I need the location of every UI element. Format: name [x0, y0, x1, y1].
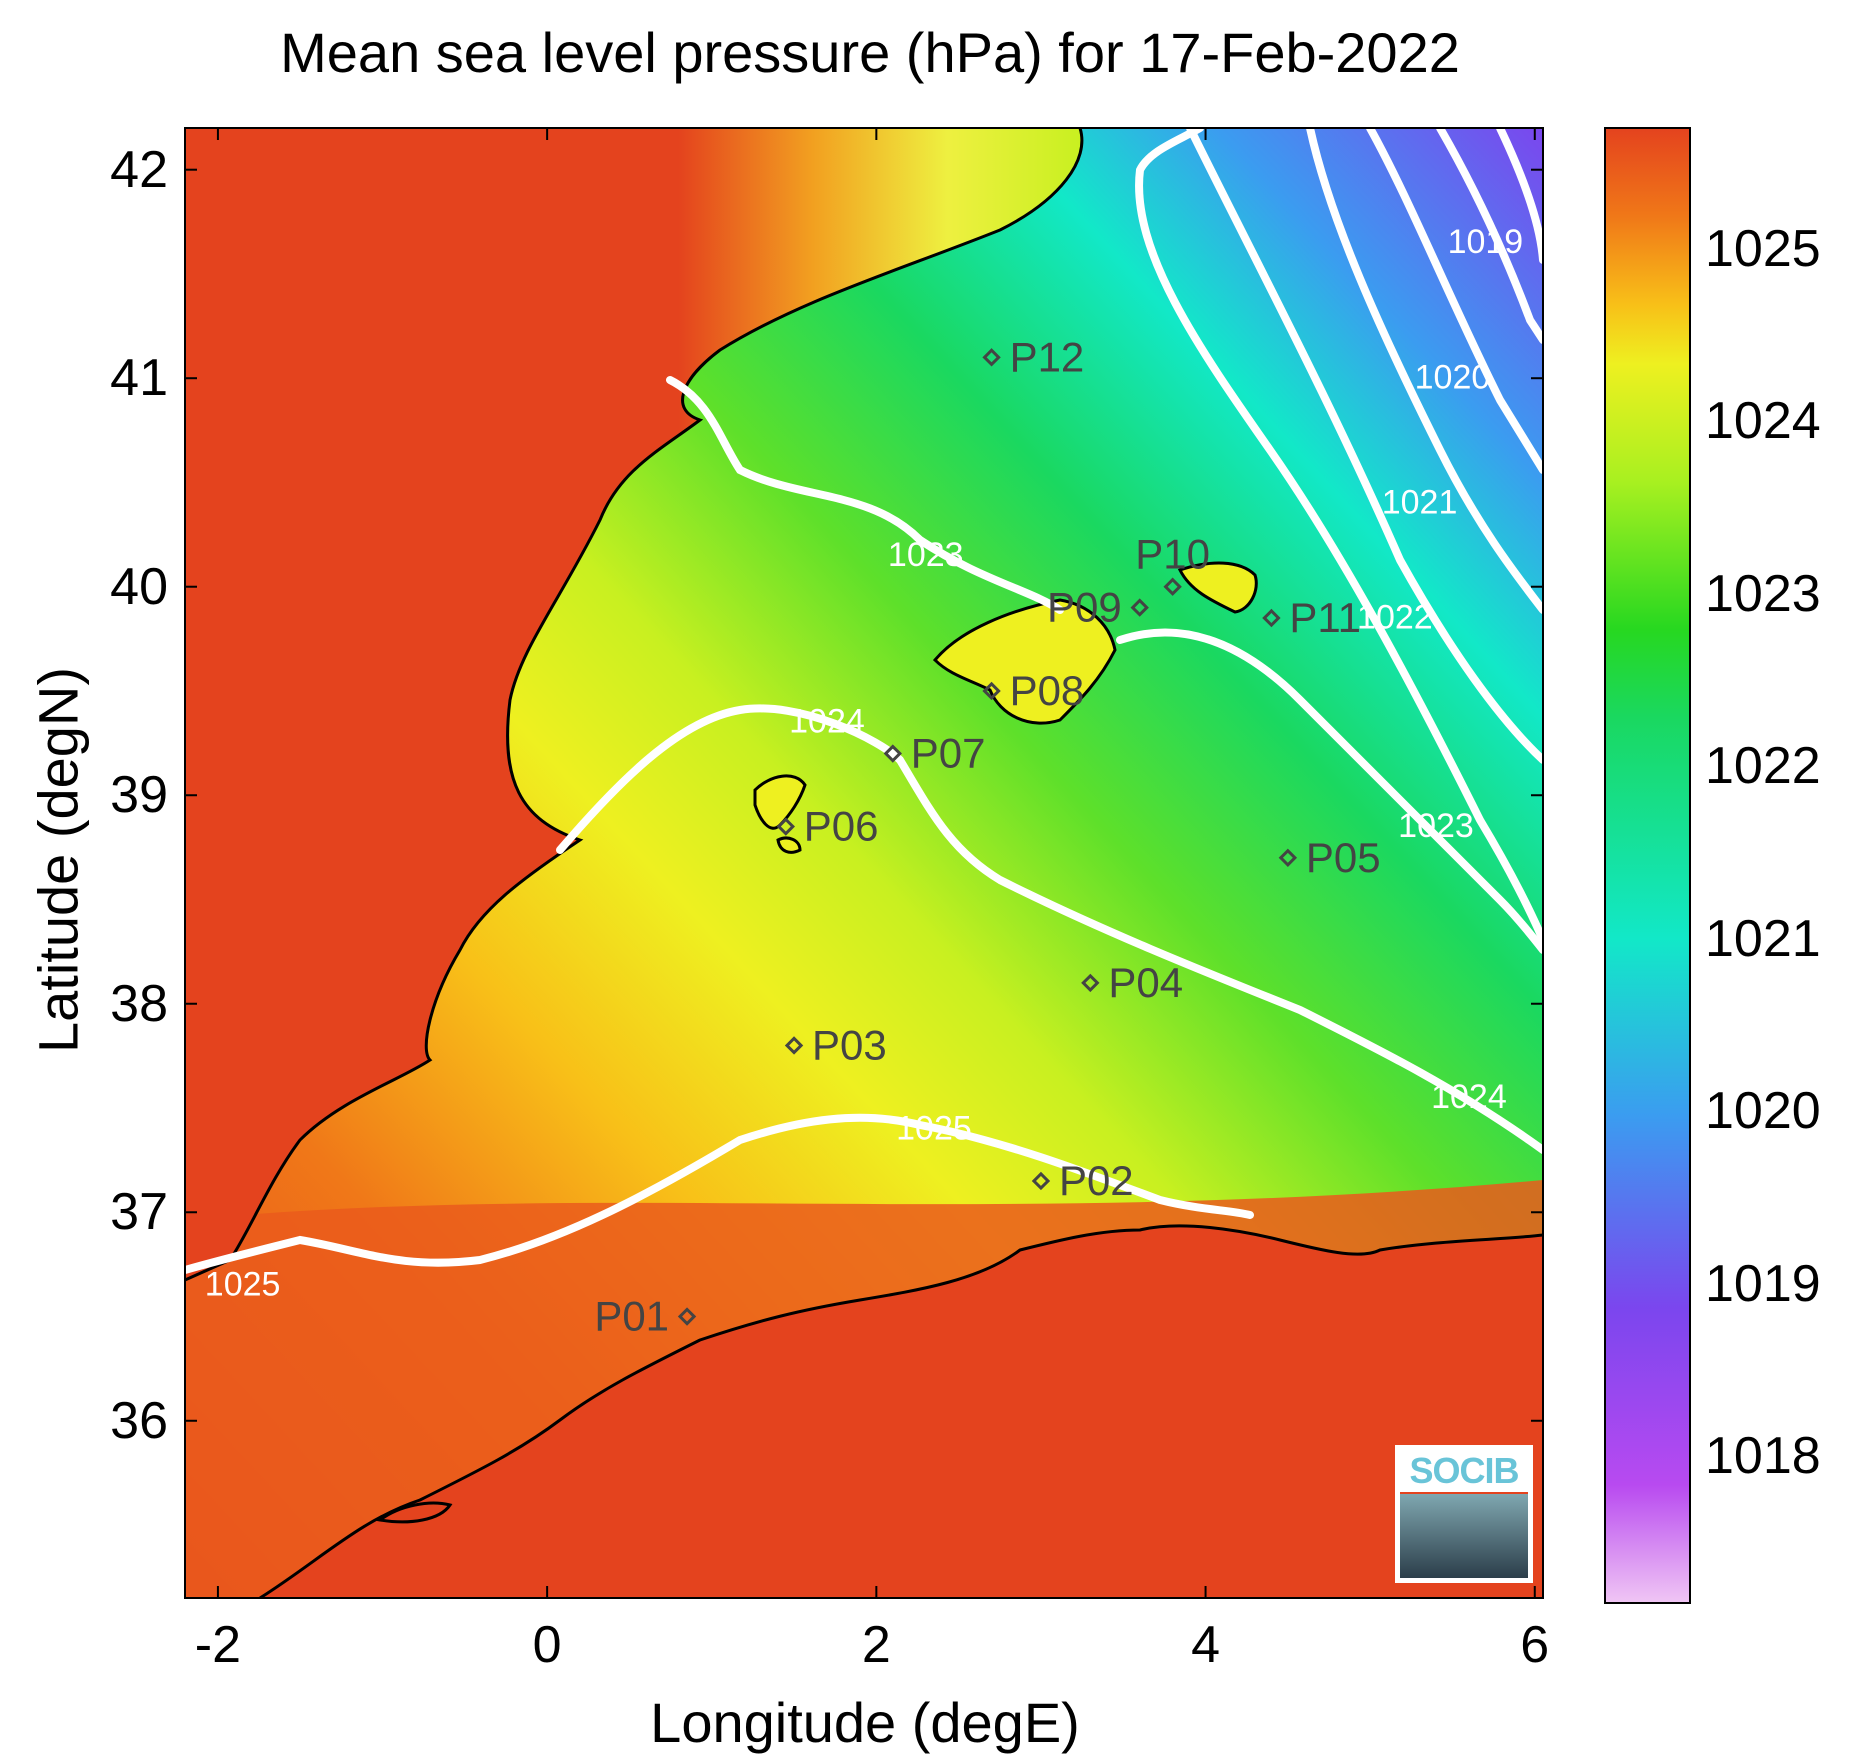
station-label: P10 — [1135, 531, 1210, 578]
contour-1022 — [1186, 128, 1543, 764]
plot-frame — [184, 127, 1544, 1599]
mallorca-island — [932, 598, 1117, 725]
socib-logo: SOCIB — [1395, 1445, 1533, 1583]
colorbar-tick-label: 1019 — [1705, 1254, 1821, 1313]
station-marker — [776, 817, 796, 836]
colorbar-tick-label: 1022 — [1705, 737, 1821, 796]
station-label: P06 — [804, 803, 879, 850]
contour-label: 1020 — [1415, 359, 1491, 397]
station-label: P11 — [1289, 594, 1361, 641]
station-marker — [1031, 1171, 1051, 1191]
y-tick-label: 40 — [110, 557, 168, 616]
contour-1021 — [1306, 128, 1543, 614]
contour-label: 1024 — [789, 703, 865, 741]
station-marker — [982, 348, 1001, 367]
station-marker — [1163, 577, 1182, 596]
colorbar-tick-label: 1021 — [1705, 909, 1821, 968]
logo-graphic — [1400, 1494, 1528, 1578]
contour-label: 1025 — [896, 1109, 972, 1147]
contour-1023-balearic — [666, 376, 1543, 954]
station-label: P05 — [1306, 834, 1381, 881]
station-marker — [883, 744, 902, 763]
y-tick-label: 36 — [110, 1391, 168, 1450]
station-marker — [982, 681, 1001, 701]
x-tick-label: 2 — [861, 1616, 891, 1674]
formentera-island — [776, 836, 802, 854]
station-label: P09 — [1047, 584, 1122, 631]
station-marker — [1081, 973, 1100, 993]
colorbar — [1604, 127, 1691, 1604]
contour-label: 1023 — [1398, 807, 1474, 845]
station-label: P08 — [1010, 667, 1085, 714]
map-title: Mean sea level pressure (hPa) for 17-Feb… — [280, 21, 1460, 84]
station-label: P07 — [911, 730, 986, 777]
y-tick-label: 41 — [110, 349, 168, 408]
station-marker — [1262, 608, 1281, 628]
colorbar-tick-label: 1025 — [1705, 219, 1821, 278]
x-tick-label: 4 — [1191, 1616, 1221, 1674]
station-marker — [1130, 598, 1149, 617]
colorbar-tick-label: 1020 — [1705, 1082, 1821, 1141]
x-tick-label: 6 — [1520, 1616, 1550, 1674]
iberia-land — [185, 128, 1082, 1280]
africa-land — [260, 1225, 1543, 1598]
colorbar-tick-label: 1024 — [1705, 392, 1821, 451]
station-marker — [784, 1036, 804, 1055]
menorca-island — [1177, 561, 1258, 614]
alboran-island — [376, 1501, 453, 1524]
y-tick-label: 37 — [110, 1183, 168, 1242]
contour-label: 1025 — [205, 1266, 281, 1304]
contour-label: 1024 — [1431, 1078, 1507, 1116]
contour-1019b — [1436, 128, 1543, 344]
contour-label: 1022 — [1357, 598, 1433, 636]
iberia-coastline — [185, 128, 1084, 1282]
y-tick-label: 39 — [110, 766, 168, 825]
station-label: P01 — [594, 1293, 669, 1340]
colorbar-tick-label: 1018 — [1705, 1427, 1821, 1486]
station-label: P12 — [1010, 333, 1085, 380]
y-tick-label: 38 — [110, 974, 168, 1033]
contour-1023-north — [1135, 128, 1543, 944]
x-tick-label: -2 — [194, 1616, 242, 1674]
station-label: P04 — [1108, 959, 1183, 1006]
station-marker — [677, 1307, 697, 1326]
contour-1025 — [185, 1113, 1254, 1274]
station-marker — [1278, 848, 1298, 867]
contour-1020 — [1366, 128, 1543, 474]
y-tick-label: 42 — [110, 140, 168, 199]
contour-1019 — [1496, 128, 1543, 264]
colorbar-tick-label: 1023 — [1705, 564, 1821, 623]
contour-1024 — [556, 704, 1543, 1154]
contour-label: 1021 — [1382, 484, 1458, 522]
ibiza-island — [753, 774, 807, 830]
station-label: P02 — [1059, 1157, 1134, 1204]
logo-text: SOCIB — [1400, 1450, 1528, 1492]
x-tick-label: 0 — [532, 1616, 562, 1674]
x-axis-label: Longitude (degE) — [650, 1691, 1080, 1754]
contour-label: 1019 — [1448, 223, 1524, 261]
africa-coastline — [259, 1224, 1543, 1598]
station-label: P03 — [812, 1021, 887, 1068]
contour-label: 1023 — [888, 536, 964, 574]
